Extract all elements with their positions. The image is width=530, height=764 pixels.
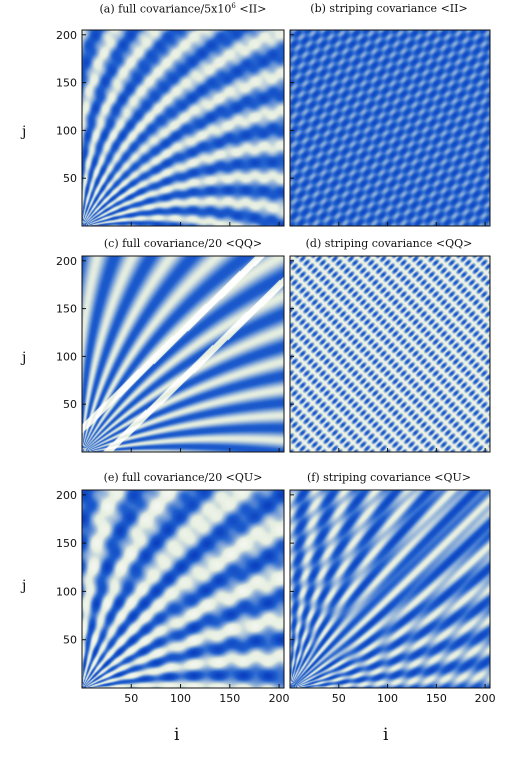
heatmap-e xyxy=(82,490,284,688)
heatmap-a xyxy=(82,30,284,226)
ytick-label: 50 xyxy=(63,172,77,185)
panel-d-title: (d) striping covariance <QQ> xyxy=(305,237,473,250)
ytick-label: 50 xyxy=(63,634,77,647)
ytick-label: 200 xyxy=(56,489,77,502)
panel-a-title: (a) full covariance/5x106 <II> xyxy=(99,2,267,16)
panel-e: 50 100 150 200 50 100 150 200 xyxy=(56,489,290,705)
panel-c-title: (c) full covariance/20 <QQ> xyxy=(103,237,263,250)
panel-frame-c xyxy=(81,255,285,453)
xtick-label: 50 xyxy=(332,692,346,705)
panel-frame-f xyxy=(289,489,491,689)
panel-f-title: (f) striping covariance <QU> xyxy=(306,471,472,484)
panel-a: 50 100 150 200 xyxy=(56,29,285,227)
heatmap-c xyxy=(82,256,284,452)
ytick-label: 100 xyxy=(56,124,77,137)
panel-frame-a xyxy=(81,29,285,227)
ytick-label: 150 xyxy=(56,303,77,316)
heatmap-d xyxy=(290,256,490,452)
panel-frame-b xyxy=(289,29,491,227)
xtick-label: 200 xyxy=(269,692,290,705)
panel-b-title: (b) striping covariance <II> xyxy=(310,2,468,15)
heatmap-f xyxy=(290,490,490,688)
ytick-label: 150 xyxy=(56,537,77,550)
ytick-label: 100 xyxy=(56,350,77,363)
ytick-label: 150 xyxy=(56,77,77,90)
xtick-label: 100 xyxy=(377,692,398,705)
ytick-label: 100 xyxy=(56,585,77,598)
panel-b xyxy=(289,29,491,227)
xtick-label: 150 xyxy=(426,692,447,705)
panel-f: 50 100 150 200 xyxy=(289,489,496,705)
xtick-label: 200 xyxy=(475,692,496,705)
xtick-label: 100 xyxy=(170,692,191,705)
y-axis-label-row3: j xyxy=(22,578,27,594)
xtick-label: 50 xyxy=(124,692,138,705)
panel-e-title: (e) full covariance/20 <QU> xyxy=(103,471,263,484)
ytick-label: 50 xyxy=(63,398,77,411)
heatmap-b xyxy=(290,30,490,226)
ytick-label: 200 xyxy=(56,255,77,268)
x-axis-label-right: i xyxy=(383,725,389,745)
x-axis-label-left: i xyxy=(174,725,180,745)
panel-frame-e xyxy=(81,489,285,689)
y-axis-label-row1: j xyxy=(22,124,27,140)
xtick-label: 150 xyxy=(219,692,240,705)
panel-d xyxy=(289,255,491,453)
ytick-label: 200 xyxy=(56,29,77,42)
y-axis-label-row2: j xyxy=(22,350,27,366)
panel-frame-d xyxy=(289,255,491,453)
panel-c: 50 100 150 200 xyxy=(56,255,285,453)
